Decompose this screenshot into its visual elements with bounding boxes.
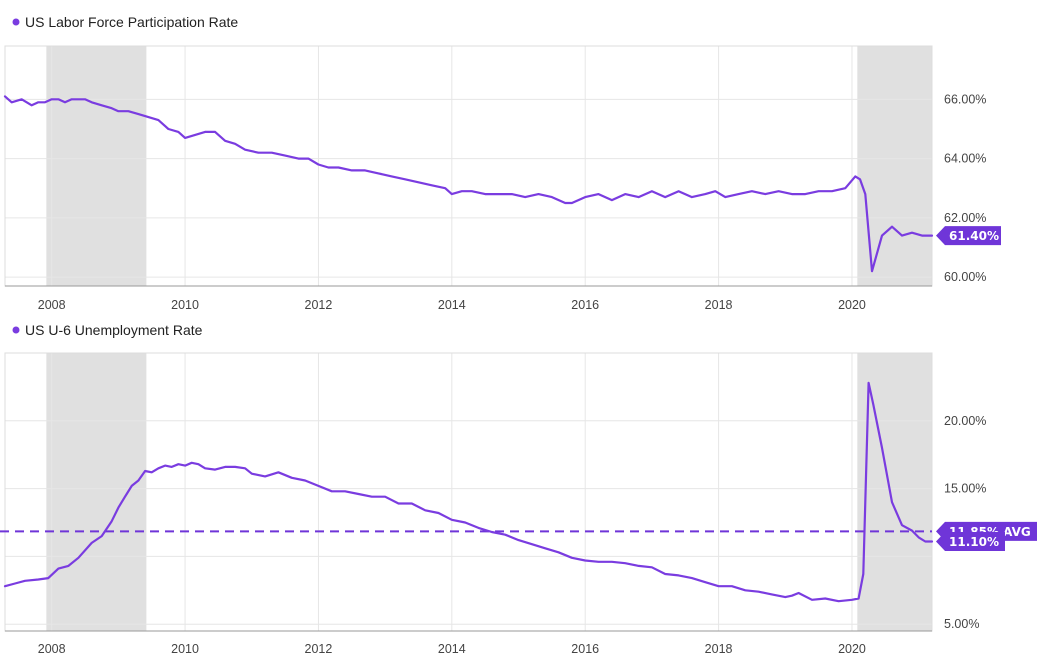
x-tick-label: 2016 [571,298,599,312]
x-tick-label: 2020 [838,298,866,312]
x-tick-label: 2020 [838,642,866,656]
chart-title: US U-6 Unemployment Rate [25,322,203,338]
y-tick-label: 66.00% [944,92,986,106]
x-tick-label: 2010 [171,642,199,656]
last-value-badge: 11.10% [949,535,999,549]
x-tick-label: 2014 [438,298,466,312]
x-tick-label: 2008 [38,642,66,656]
y-tick-label: 64.00% [944,152,986,166]
x-tick-label: 2008 [38,298,66,312]
x-tick-label: 2016 [571,642,599,656]
recession-band [857,46,932,286]
y-tick-label: 20.00% [944,414,986,428]
recession-band [46,46,147,286]
y-tick-label: 62.00% [944,211,986,225]
x-tick-label: 2018 [705,298,733,312]
y-tick-label: 15.00% [944,482,986,496]
x-tick-label: 2012 [305,642,333,656]
x-tick-label: 2012 [305,298,333,312]
y-tick-label: 5.00% [944,617,979,631]
last-value-badge-bg [936,226,1001,246]
x-tick-label: 2018 [705,642,733,656]
recession-band [857,353,932,631]
legend-dot [12,18,20,26]
series-line [3,381,934,603]
recession-band [46,353,147,631]
x-tick-label: 2014 [438,642,466,656]
x-tick-label: 2010 [171,298,199,312]
legend-dot [12,326,20,334]
chart-title: US Labor Force Participation Rate [25,14,238,30]
last-value-badge-bg [936,531,1005,551]
y-tick-label: 60.00% [944,270,986,284]
last-value-badge: 61.40% [949,229,999,243]
series-line [3,95,934,273]
